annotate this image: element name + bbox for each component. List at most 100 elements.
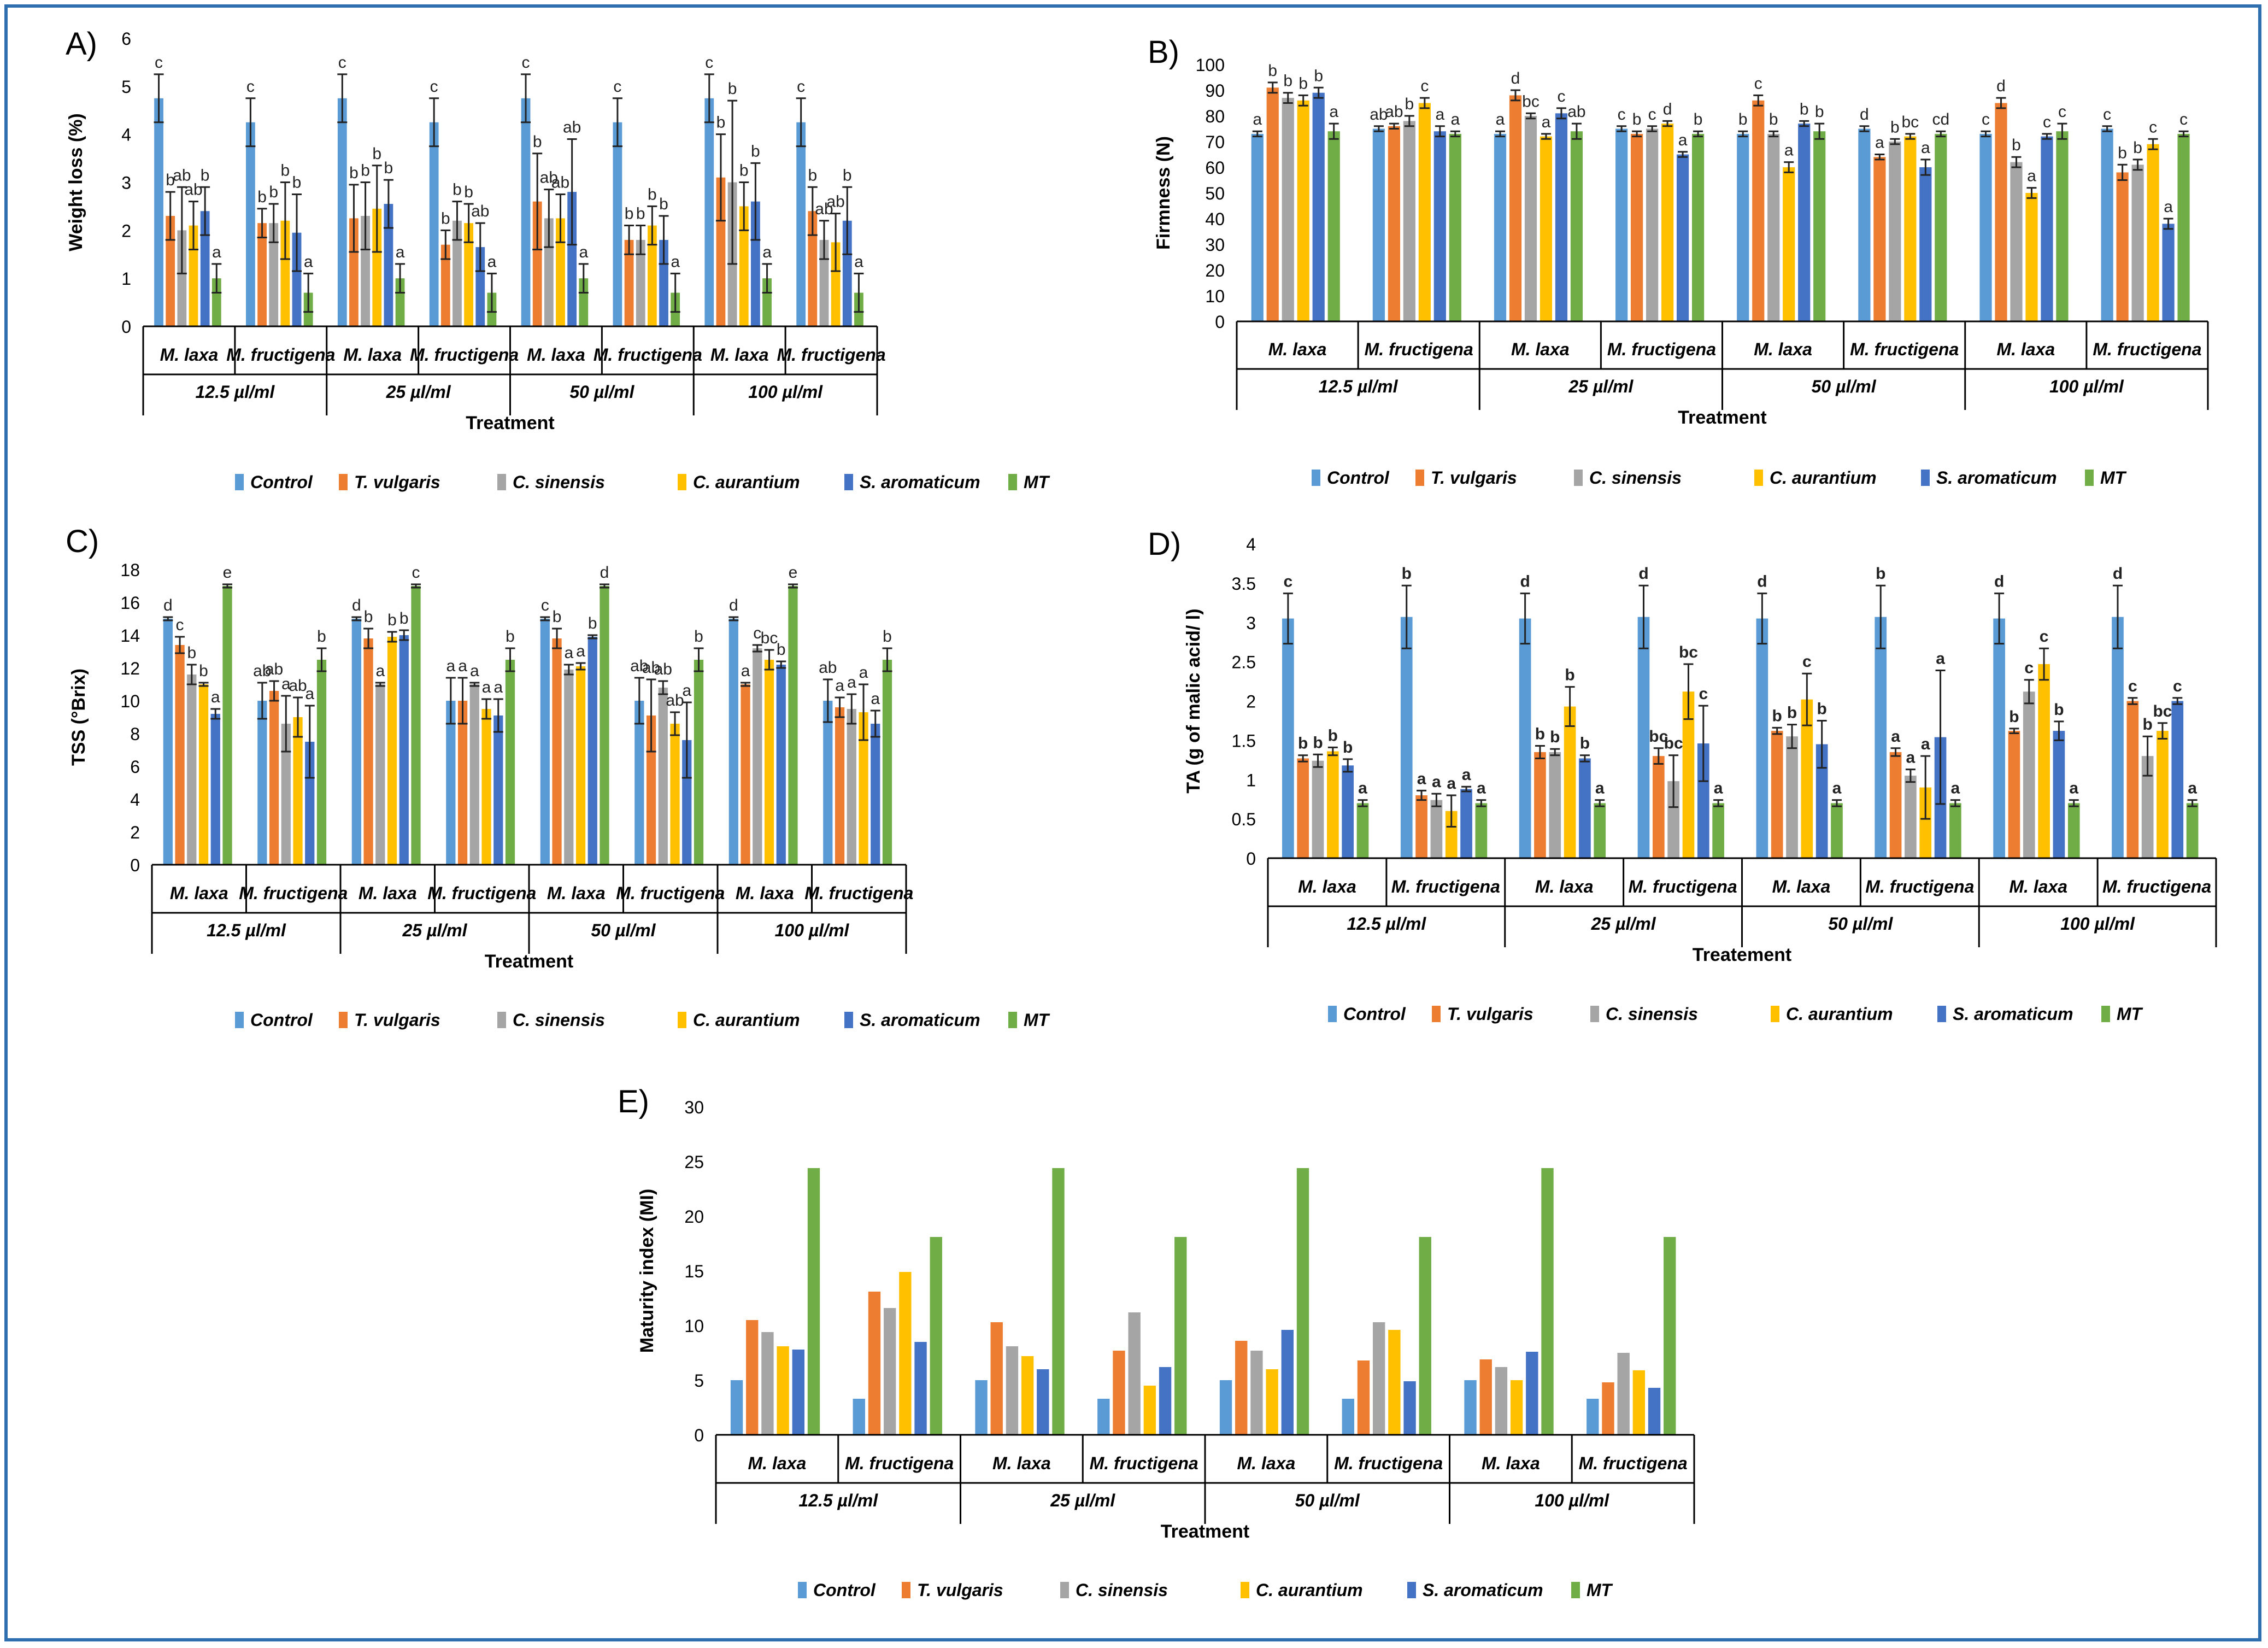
significance-letter: ab — [265, 660, 283, 678]
bar — [1159, 1367, 1172, 1435]
legend-swatch — [678, 1012, 686, 1028]
bar — [163, 619, 173, 865]
y-tick-label: 2.5 — [1232, 653, 1256, 672]
legend-label: C. sinensis — [1076, 1580, 1168, 1600]
bar — [1889, 752, 1902, 858]
bar — [1661, 124, 1674, 321]
legend-label: S. aromaticum — [1936, 468, 2057, 488]
y-tick-label: 1.5 — [1232, 731, 1256, 750]
significance-letter: c — [1618, 105, 1626, 124]
y-tick-label: 18 — [120, 560, 140, 580]
bar — [741, 684, 750, 865]
legend-swatch — [798, 1582, 807, 1598]
bar — [1479, 1359, 1492, 1435]
pathogen-label: M. fructigena — [1865, 877, 1974, 896]
bar — [1786, 736, 1798, 858]
significance-letter: a — [871, 690, 880, 708]
bar — [1342, 1399, 1354, 1435]
bar — [1430, 800, 1443, 858]
y-tick-label: 3.5 — [1232, 574, 1256, 594]
legend-swatch — [339, 474, 348, 490]
bar — [819, 239, 829, 326]
bar — [1433, 131, 1446, 321]
y-tick-label: 20 — [684, 1207, 704, 1227]
significance-letter: b — [364, 608, 373, 626]
bar — [1342, 765, 1354, 858]
bar — [739, 206, 749, 326]
bar — [1617, 1353, 1630, 1435]
significance-letter: ab — [540, 169, 558, 187]
significance-letter: c — [2058, 103, 2066, 121]
bar — [1475, 803, 1488, 858]
bar — [859, 712, 868, 865]
bar — [1250, 1351, 1263, 1435]
significance-letter: c — [1802, 653, 1812, 671]
significance-letter: a — [1358, 779, 1367, 797]
significance-letter: b — [808, 166, 817, 184]
bar — [1235, 1341, 1248, 1435]
legend-swatch — [1754, 470, 1763, 486]
significance-letter: b — [1772, 707, 1782, 725]
bar — [1403, 1381, 1416, 1435]
significance-letter: b — [625, 205, 634, 223]
bar — [2053, 731, 2065, 858]
concentration-label: 25 µl/ml — [1568, 377, 1634, 396]
significance-letter: ab — [1370, 105, 1388, 124]
bar — [762, 278, 772, 326]
significance-letter: a — [1832, 779, 1842, 797]
significance-letter: b — [441, 209, 450, 227]
significance-letter: ab — [184, 181, 202, 199]
bar — [1873, 157, 1886, 321]
legend-label: C. sinensis — [513, 1010, 605, 1030]
bar — [2112, 617, 2124, 858]
bar — [1919, 167, 1932, 321]
legend-label: T. vulgaris — [917, 1580, 1003, 1600]
bar — [2023, 691, 2035, 858]
legend-label: MT — [1024, 1010, 1050, 1030]
bar — [1400, 617, 1413, 858]
y-tick-label: 10 — [684, 1316, 704, 1336]
y-tick-label: 4 — [1246, 535, 1256, 554]
bar — [257, 701, 267, 865]
significance-letter: b — [2012, 136, 2021, 154]
bar — [475, 247, 485, 326]
y-tick-label: 100 — [1196, 55, 1225, 75]
bar — [807, 1168, 820, 1435]
legend-swatch — [1241, 1582, 1249, 1598]
significance-letter: a — [1432, 773, 1441, 791]
legend: Control T. vulgaris C. sinensis C. aurantiu… — [1312, 468, 2127, 488]
pathogen-label: M. laxa — [1237, 1453, 1296, 1473]
bar — [728, 619, 738, 865]
y-tick-label: 0 — [694, 1426, 704, 1445]
bar — [1388, 1330, 1401, 1435]
legend-label: C. sinensis — [1606, 1004, 1698, 1024]
significance-letter: ab — [253, 662, 271, 680]
bar — [505, 660, 515, 865]
concentration-label: 12.5 µl/ml — [798, 1491, 878, 1510]
legend-swatch — [1328, 1006, 1337, 1022]
y-tick-label: 20 — [1205, 261, 1225, 280]
y-axis-label: Firmness (N) — [1153, 136, 1174, 250]
significance-letter: b — [1405, 95, 1414, 113]
significance-letter: b — [292, 173, 302, 191]
bar — [222, 586, 232, 865]
significance-letter: c — [246, 78, 255, 96]
bar — [280, 220, 290, 326]
bar — [198, 684, 209, 865]
bar — [2171, 701, 2184, 858]
pathogen-label: M. fructigena — [594, 345, 702, 365]
significance-letter: b — [1815, 103, 1824, 121]
bar — [1495, 1367, 1508, 1435]
bar — [624, 239, 634, 326]
significance-letter: b — [883, 627, 892, 646]
bar — [351, 619, 361, 865]
y-tick-label: 2 — [1246, 692, 1256, 712]
concentration-label: 50 µl/ml — [1812, 377, 1877, 396]
bar — [532, 201, 542, 326]
significance-letter: a — [2069, 779, 2078, 797]
pathogen-label: M. laxa — [1268, 339, 1327, 359]
bar — [446, 701, 456, 865]
significance-letter: b — [384, 159, 393, 177]
pathogen-label: M. laxa — [2009, 877, 2067, 896]
bar — [1445, 811, 1458, 858]
